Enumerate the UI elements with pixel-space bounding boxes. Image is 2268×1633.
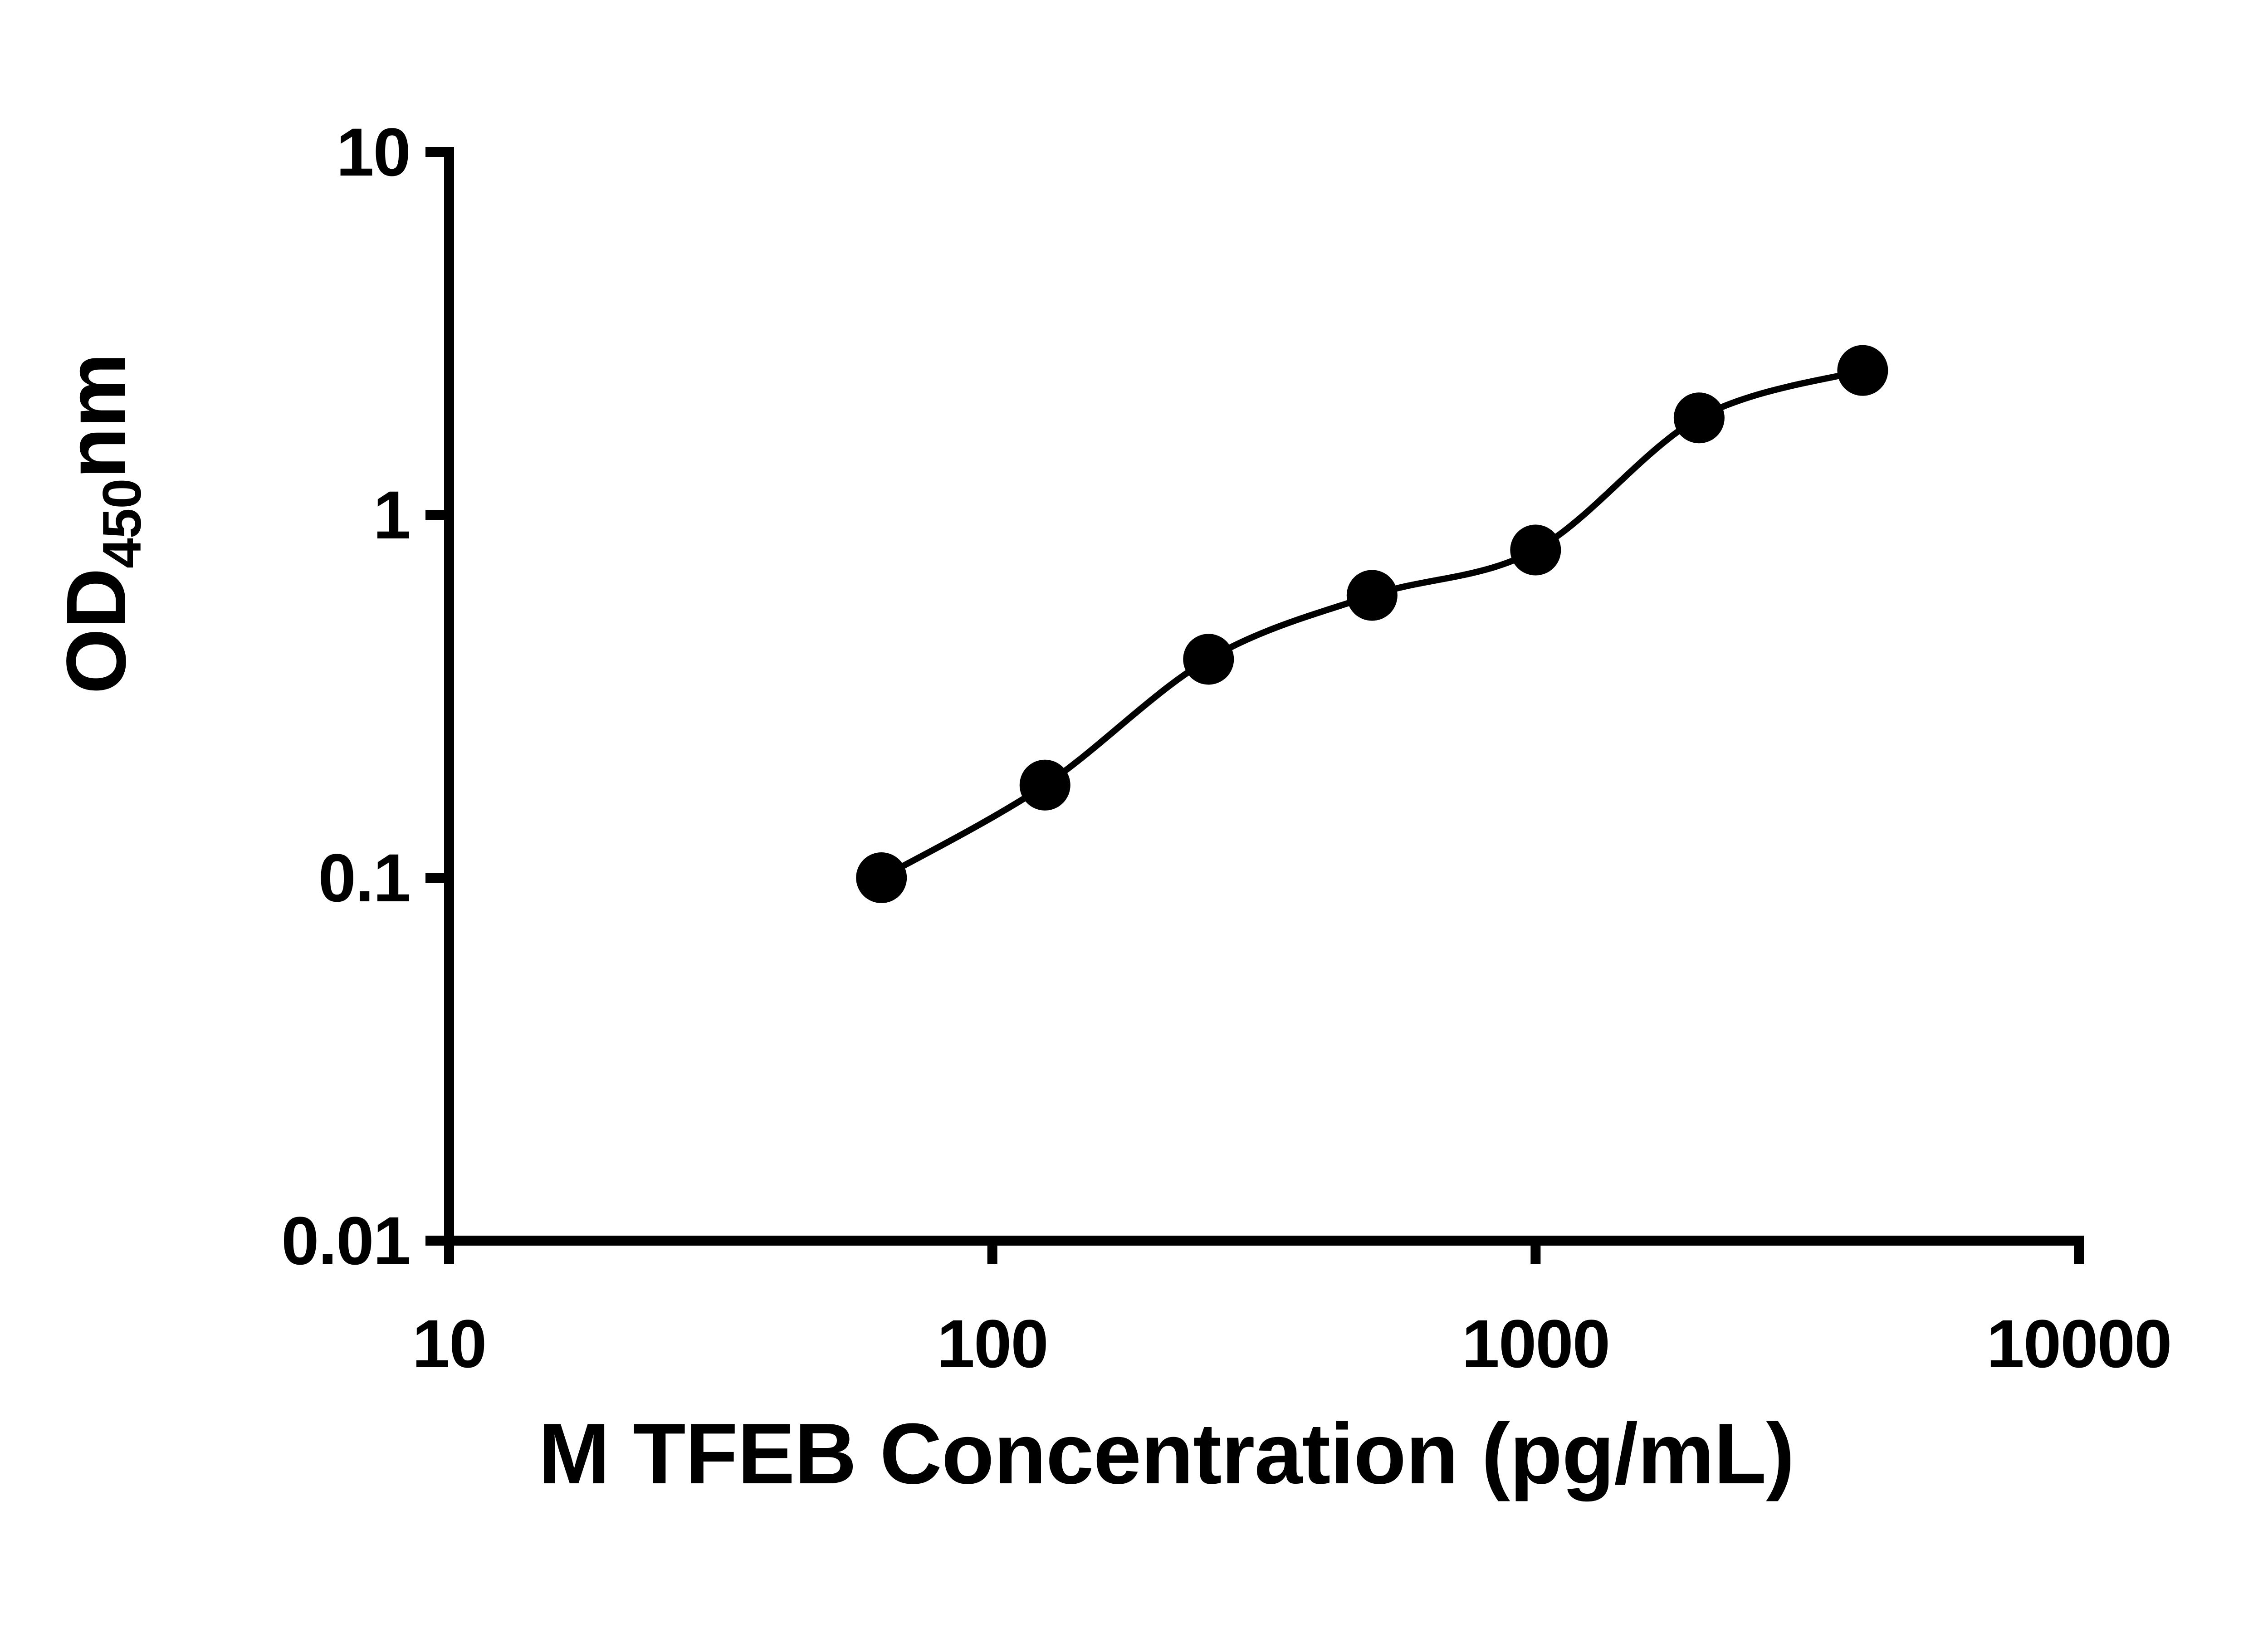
- x-tick-label-1: 100: [937, 1305, 1049, 1382]
- x-tick-label-3: 10000: [1986, 1305, 2172, 1382]
- data-points: 62.5 pg/mL, OD 0.1 125 pg/mL, OD 0.18 250 …: [856, 345, 1888, 903]
- y-axis-title-tail: nm: [49, 353, 143, 479]
- x-tick-label-0: 10: [412, 1305, 487, 1382]
- x-tick-label-2: 1000: [1461, 1305, 1610, 1382]
- data-point-6: 4000 pg/mL, OD 2.5: [1837, 345, 1888, 396]
- data-point-5: 2000 pg/mL, OD 1.85: [1673, 392, 1725, 444]
- x-axis-title: M TFEB Concentration (pg/mL): [538, 1406, 1795, 1502]
- y-axis-title-base: OD: [49, 568, 143, 694]
- data-point-0: 62.5 pg/mL, OD 0.1: [856, 852, 907, 903]
- data-point-1: 125 pg/mL, OD 0.18: [1019, 759, 1070, 811]
- y-tick-label-0: 10: [336, 114, 411, 190]
- y-axis-title-subscript: 450: [92, 479, 152, 568]
- y-tick-label-1: 1: [373, 477, 411, 553]
- y-tick-label-3: 0.01: [281, 1203, 411, 1279]
- axes-group: [425, 147, 2084, 1264]
- data-point-3: 500 pg/mL, OD 0.6: [1346, 570, 1398, 621]
- data-point-4: 1000 pg/mL, OD 0.8: [1510, 524, 1561, 576]
- y-tick-label-2: 0.1: [318, 840, 411, 916]
- y-axis-title: OD450nm: [49, 353, 152, 694]
- data-point-2: 250 pg/mL, OD 0.4: [1183, 634, 1234, 685]
